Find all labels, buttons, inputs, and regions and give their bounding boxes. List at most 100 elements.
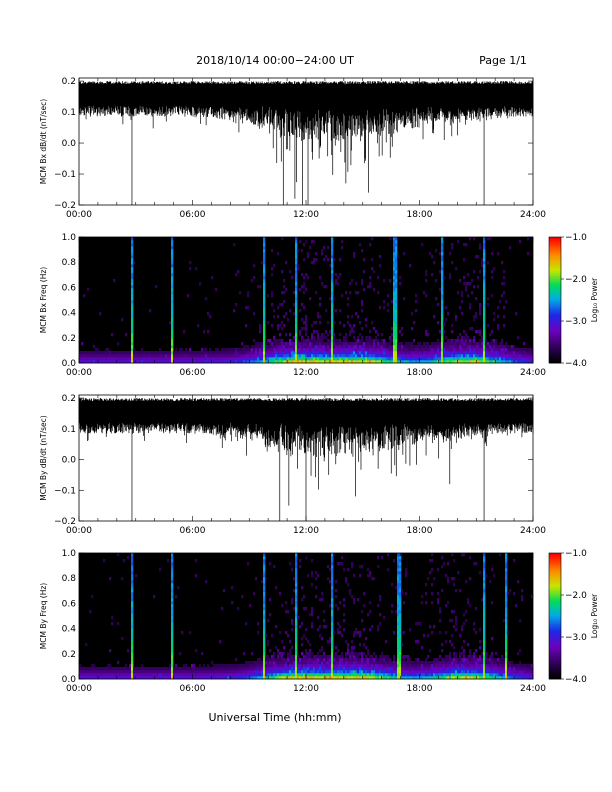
spectrogram-cell xyxy=(363,658,366,662)
spectrogram-cell xyxy=(135,357,138,361)
spectrogram-cell xyxy=(503,345,506,349)
spectrogram-cell xyxy=(309,351,312,355)
spectrogram-cell xyxy=(273,565,276,569)
spectrogram-cell xyxy=(337,667,340,671)
spectrogram-cell xyxy=(181,631,184,635)
spectrogram-cell xyxy=(503,291,506,295)
spectrogram-cell xyxy=(447,348,450,352)
spectrogram-cell xyxy=(277,324,280,328)
spectrogram-cell xyxy=(461,670,464,674)
colorbar-segment xyxy=(549,348,561,351)
spectrogram-cell xyxy=(263,297,266,301)
spectrogram-cell xyxy=(473,345,476,349)
spectrogram-cell xyxy=(139,670,142,674)
spectrogram-cell xyxy=(145,670,148,674)
spectrogram-cell xyxy=(451,342,454,346)
spectrogram-cell xyxy=(311,676,314,680)
spectrogram-cell xyxy=(383,664,386,668)
spectrogram-cell xyxy=(295,285,298,289)
spectrogram-cell xyxy=(477,673,480,677)
spectrogram-cell xyxy=(457,571,460,575)
spectrogram-cell xyxy=(263,339,266,343)
spectrogram-cell xyxy=(205,348,208,352)
spectrogram-cell xyxy=(379,342,382,346)
spectrogram-cell xyxy=(449,357,452,361)
spectrogram-cell xyxy=(111,354,114,358)
spectrogram-cell xyxy=(415,661,418,665)
spectrogram-cell xyxy=(423,348,426,352)
spectrogram-cell xyxy=(505,664,508,668)
spectrogram-cell xyxy=(273,658,276,662)
spectrogram-cell xyxy=(131,321,134,325)
spectrogram-cell xyxy=(475,658,478,662)
spectrogram-cell xyxy=(441,348,444,352)
spectrogram-cell xyxy=(271,342,274,346)
spectrogram-cell xyxy=(83,360,86,364)
spectrogram-cell xyxy=(119,673,122,677)
spectrogram-cell xyxy=(259,360,262,364)
spectrogram-cell xyxy=(325,330,328,334)
spectrogram-cell xyxy=(371,625,374,629)
spectrogram-cell xyxy=(233,670,236,674)
spectrogram-cell xyxy=(377,673,380,677)
spectrogram-cell xyxy=(131,655,134,659)
spectrogram-cell xyxy=(263,670,266,674)
spectrogram-cell xyxy=(349,282,352,286)
spectrogram-cell xyxy=(307,345,310,349)
x-tick-label: 00:00 xyxy=(66,368,92,378)
spectrogram-cell xyxy=(287,658,290,662)
spectrogram-cell xyxy=(211,354,214,358)
spectrogram-cell xyxy=(303,667,306,671)
spectrogram-cell xyxy=(347,664,350,668)
spectrogram-cell xyxy=(265,676,268,680)
spectrogram-cell xyxy=(167,673,170,677)
spectrogram-cell xyxy=(295,258,298,262)
spectrogram-cell xyxy=(359,643,362,647)
spectrogram-cell xyxy=(391,676,394,680)
spectrogram-cell xyxy=(131,616,134,620)
spectrogram-cell xyxy=(441,291,444,295)
spectrogram-cell xyxy=(473,318,476,322)
spectrogram-cell xyxy=(399,562,402,566)
spectrogram-cell xyxy=(315,348,318,352)
spectrogram-cell xyxy=(395,670,398,674)
spectrogram-cell xyxy=(375,336,378,340)
spectrogram-cell xyxy=(231,667,234,671)
spectrogram-cell xyxy=(357,631,360,635)
spectrogram-cell xyxy=(357,667,360,671)
spectrogram-cell xyxy=(93,673,96,677)
spectrogram-cell xyxy=(509,357,512,361)
spectrogram-cell xyxy=(335,658,338,662)
spectrogram-cell xyxy=(505,553,508,557)
spectrogram-cell xyxy=(369,658,372,662)
spectrogram-cell xyxy=(233,360,236,364)
y-tick-label: 0.2 xyxy=(62,334,76,344)
spectrogram-cell xyxy=(309,354,312,358)
spectrogram-cell xyxy=(475,330,478,334)
spectrogram-cell xyxy=(441,258,444,262)
spectrogram-cell xyxy=(479,333,482,337)
spectrogram-cell xyxy=(363,348,366,352)
spectrogram-cell xyxy=(329,339,332,343)
spectrogram-cell xyxy=(351,354,354,358)
spectrogram-cell xyxy=(509,348,512,352)
spectrogram-cell xyxy=(349,348,352,352)
spectrogram-cell xyxy=(281,348,284,352)
spectrogram-cell xyxy=(493,667,496,671)
spectrogram-cell xyxy=(271,360,274,364)
spectrogram-cell xyxy=(377,628,380,632)
spectrogram-cell xyxy=(471,667,474,671)
spectrogram-cell xyxy=(397,607,400,611)
spectrogram-cell xyxy=(441,360,444,364)
spectrogram-cell xyxy=(131,357,134,361)
spectrogram-cell xyxy=(497,327,500,331)
spectrogram-cell xyxy=(499,360,502,364)
spectrogram-cell xyxy=(407,667,410,671)
spectrogram-cell xyxy=(473,339,476,343)
spectrogram-cell xyxy=(281,658,284,662)
spectrogram-cell xyxy=(457,351,460,355)
spectrogram-cell xyxy=(171,267,174,271)
spectrogram-cell xyxy=(379,613,382,617)
spectrogram-cell xyxy=(369,571,372,575)
spectrogram-cell xyxy=(485,664,488,668)
